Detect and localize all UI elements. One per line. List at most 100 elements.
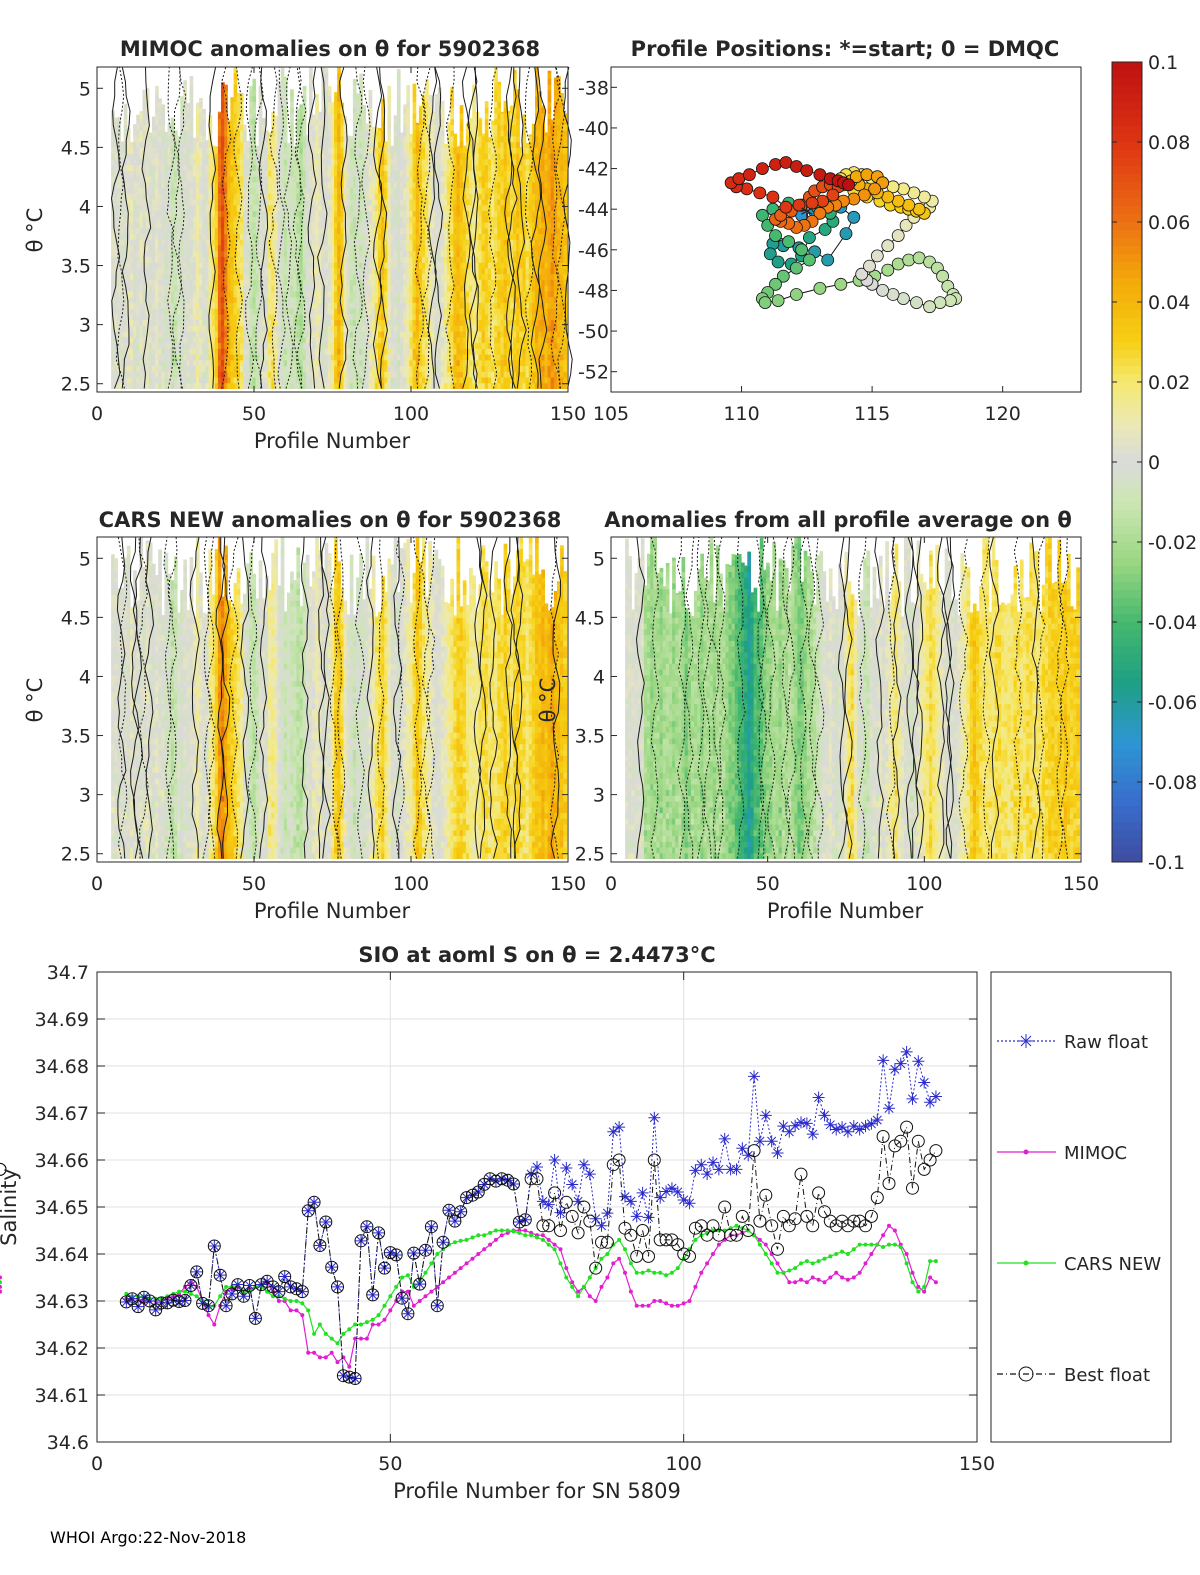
heatmap-cell	[327, 382, 332, 389]
heatmap-cell	[117, 233, 122, 240]
heatmap-cell	[280, 199, 285, 206]
heatmap-cell	[211, 262, 216, 269]
heatmap-cell	[148, 302, 153, 309]
heatmap-cell	[136, 135, 140, 143]
heatmap-cell	[136, 336, 140, 344]
heatmap-cell	[327, 336, 332, 344]
heatmap-cell	[321, 176, 326, 183]
heatmap-cell	[299, 112, 304, 120]
heatmap-cell	[161, 285, 166, 292]
heatmap-cell	[243, 222, 247, 229]
heatmap-cell	[258, 124, 263, 131]
heatmap-cell	[189, 273, 194, 280]
heatmap-cell	[280, 308, 285, 315]
mimoc-title: MIMOC anomalies on θ for 5902368	[120, 37, 540, 61]
heatmap-cell	[274, 222, 279, 229]
heatmap-cell	[211, 348, 216, 355]
heatmap-cell	[252, 164, 257, 171]
heatmap-cell	[177, 342, 181, 349]
heatmap-cell	[214, 285, 219, 292]
heatmap-cell	[186, 103, 191, 108]
heatmap-cell	[151, 170, 156, 177]
heatmap-cell	[340, 290, 345, 298]
heatmap-cell	[155, 382, 159, 389]
heatmap-cell	[356, 199, 360, 206]
heatmap-cell	[283, 359, 288, 367]
heatmap-cell	[324, 204, 329, 212]
heatmap-cell	[158, 107, 162, 114]
heatmap-cell	[268, 204, 272, 212]
heatmap-cell	[393, 348, 398, 355]
heatmap-cell	[418, 147, 423, 154]
heatmap-cell	[265, 382, 269, 389]
heatmap-cell	[422, 325, 426, 332]
heatmap-cell	[195, 170, 200, 177]
heatmap-cell	[371, 296, 376, 303]
heatmap-cell	[337, 302, 341, 309]
heatmap-cell	[359, 222, 363, 229]
heatmap-cell	[371, 267, 376, 275]
heatmap-cell	[246, 239, 250, 246]
heatmap-cell	[384, 342, 388, 349]
heatmap-cell	[126, 158, 131, 166]
heatmap-cell	[309, 101, 313, 108]
heatmap-cell	[186, 164, 191, 171]
heatmap-cell	[221, 164, 225, 171]
heatmap-cell	[374, 164, 379, 171]
heatmap-cell	[173, 273, 178, 280]
heatmap-cell	[261, 377, 266, 384]
heatmap-cell	[277, 267, 282, 275]
heatmap-cell	[271, 256, 275, 263]
heatmap-cell	[133, 199, 137, 206]
heatmap-cell	[305, 216, 310, 223]
heatmap-cell	[268, 250, 272, 257]
heatmap-cell	[202, 325, 206, 332]
heatmap-cell	[283, 239, 288, 246]
heatmap-cell	[418, 181, 423, 189]
heatmap-cell	[117, 176, 122, 183]
heatmap-cell	[362, 348, 366, 355]
heatmap-cell	[170, 181, 175, 189]
heatmap-cell	[265, 336, 269, 344]
heatmap-cell	[280, 141, 285, 148]
heatmap-cell	[126, 187, 131, 194]
heatmap-cell	[114, 290, 118, 298]
heatmap-cell	[280, 273, 285, 280]
heatmap-cell	[390, 319, 395, 326]
heatmap-cell	[374, 371, 379, 378]
heatmap-cell	[422, 135, 426, 143]
heatmap-cell	[233, 153, 238, 160]
heatmap-cell	[422, 95, 426, 102]
heatmap-cell	[390, 158, 395, 166]
heatmap-cell	[183, 101, 187, 108]
heatmap-cell	[183, 80, 187, 85]
heatmap-cell	[406, 204, 410, 212]
heatmap-cell	[123, 107, 128, 114]
heatmap-cell	[390, 239, 395, 246]
heatmap-cell	[236, 130, 241, 137]
heatmap-cell	[164, 250, 169, 257]
heatmap-cell	[133, 331, 137, 338]
heatmap-cell	[173, 227, 178, 234]
heatmap-cell	[155, 170, 159, 177]
heatmap-cell	[352, 90, 357, 97]
heatmap-cell	[406, 227, 410, 234]
heatmap-cell	[205, 147, 209, 154]
heatmap-cell	[302, 319, 307, 326]
heatmap-cell	[145, 250, 150, 257]
heatmap-cell	[177, 313, 181, 321]
heatmap-cell	[349, 153, 354, 160]
heatmap-cell	[148, 336, 153, 344]
heatmap-cell	[224, 273, 228, 280]
heatmap-cell	[280, 285, 285, 292]
heatmap-cell	[287, 233, 291, 240]
heatmap-cell	[199, 118, 203, 125]
heatmap-cell	[271, 359, 275, 367]
heatmap-cell	[352, 187, 357, 194]
heatmap-cell	[352, 262, 357, 269]
heatmap-cell	[271, 141, 275, 148]
heatmap-cell	[199, 262, 203, 269]
heatmap-cell	[302, 342, 307, 349]
heatmap-cell	[400, 336, 404, 344]
heatmap-cell	[183, 84, 187, 91]
